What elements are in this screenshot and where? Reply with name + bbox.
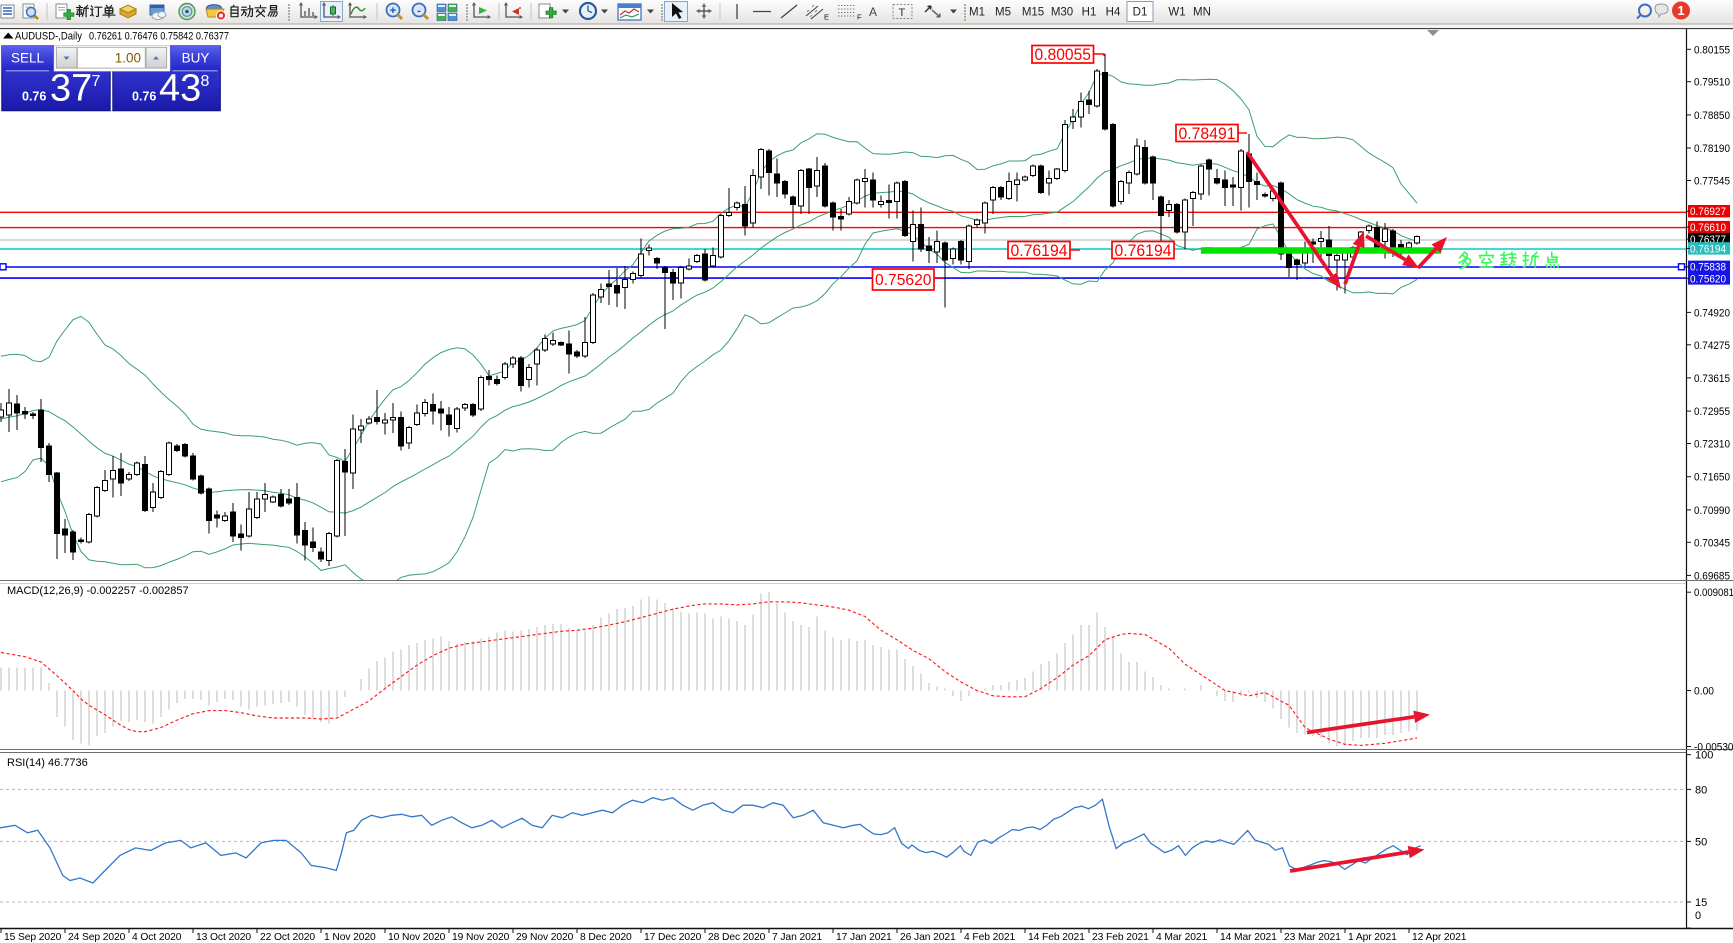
svg-text:H1: H1 (1082, 7, 1097, 19)
svg-text:0.73615: 0.73615 (1694, 373, 1730, 385)
svg-text:100: 100 (1695, 750, 1713, 762)
svg-text:8 Dec 2020: 8 Dec 2020 (580, 932, 632, 943)
svg-text:H4: H4 (1106, 7, 1121, 19)
svg-text:17 Dec 2020: 17 Dec 2020 (644, 932, 702, 943)
svg-text:1 Nov 2020: 1 Nov 2020 (324, 932, 376, 943)
svg-text:0.70990: 0.70990 (1694, 505, 1730, 517)
svg-text:M1: M1 (969, 7, 985, 19)
svg-text:0.00: 0.00 (1694, 686, 1714, 698)
svg-text:4 Mar 2021: 4 Mar 2021 (1156, 932, 1207, 943)
svg-text:13 Oct 2020: 13 Oct 2020 (196, 932, 251, 943)
svg-text:8: 8 (201, 73, 210, 90)
svg-text:1 Apr 2021: 1 Apr 2021 (1348, 932, 1397, 943)
svg-text:0.80055: 0.80055 (1035, 46, 1092, 64)
svg-text:0: 0 (1695, 910, 1701, 922)
svg-text:14 Feb 2021: 14 Feb 2021 (1028, 932, 1085, 943)
svg-text:0.009081: 0.009081 (1694, 587, 1733, 599)
svg-text:M5: M5 (995, 7, 1011, 19)
svg-text:0.80155: 0.80155 (1694, 44, 1730, 56)
svg-text:15 Sep 2020: 15 Sep 2020 (4, 932, 62, 943)
svg-text:0.76194: 0.76194 (1690, 243, 1726, 255)
svg-text:23 Mar 2021: 23 Mar 2021 (1284, 932, 1341, 943)
svg-text:0.77545: 0.77545 (1694, 176, 1730, 188)
svg-text:37: 37 (50, 68, 92, 110)
svg-text:E: E (824, 13, 829, 22)
svg-text:26 Jan 2021: 26 Jan 2021 (900, 932, 956, 943)
svg-text:19 Nov 2020: 19 Nov 2020 (452, 932, 510, 943)
svg-text:0.76: 0.76 (132, 90, 156, 104)
svg-text:A: A (869, 5, 877, 19)
svg-text:43: 43 (159, 68, 201, 110)
svg-text:23 Feb 2021: 23 Feb 2021 (1092, 932, 1149, 943)
svg-text:0.76927: 0.76927 (1690, 206, 1726, 218)
svg-text:28 Dec 2020: 28 Dec 2020 (708, 932, 766, 943)
svg-text:7 Jan 2021: 7 Jan 2021 (772, 932, 822, 943)
svg-text:0.70345: 0.70345 (1694, 537, 1730, 549)
svg-text:0.78190: 0.78190 (1694, 143, 1730, 155)
svg-text:RSI(14) 46.7736: RSI(14) 46.7736 (7, 757, 88, 769)
svg-text:AUDUSD-,Daily: AUDUSD-,Daily (15, 31, 82, 43)
svg-text:D1: D1 (1133, 7, 1148, 19)
svg-text:14 Mar 2021: 14 Mar 2021 (1220, 932, 1277, 943)
svg-text:M30: M30 (1051, 7, 1073, 19)
svg-text:0.74920: 0.74920 (1694, 307, 1730, 319)
svg-text:0.76: 0.76 (22, 90, 46, 104)
svg-text:MACD(12,26,9) -0.002257 -0.002: MACD(12,26,9) -0.002257 -0.002857 (7, 585, 189, 597)
svg-text:22 Oct 2020: 22 Oct 2020 (260, 932, 315, 943)
svg-text:10 Nov 2020: 10 Nov 2020 (388, 932, 446, 943)
svg-text:0.78850: 0.78850 (1694, 110, 1730, 122)
svg-text:0.76610: 0.76610 (1690, 222, 1726, 234)
svg-text:0.75620: 0.75620 (1690, 273, 1726, 285)
svg-text:SELL: SELL (11, 51, 45, 66)
svg-text:-0.005306: -0.005306 (1694, 742, 1733, 754)
svg-text:80: 80 (1695, 784, 1707, 796)
svg-text:0.75838: 0.75838 (1690, 262, 1726, 274)
svg-text:0.72310: 0.72310 (1694, 439, 1730, 451)
svg-text:15: 15 (1695, 897, 1707, 909)
svg-text:1: 1 (1677, 3, 1684, 18)
svg-text:MN: MN (1193, 7, 1211, 19)
svg-text:+: + (390, 5, 396, 17)
svg-text:0.76194: 0.76194 (1011, 242, 1068, 260)
svg-text:0.69685: 0.69685 (1694, 570, 1730, 582)
svg-text:0.71650: 0.71650 (1694, 472, 1730, 484)
svg-text:0.76194: 0.76194 (1115, 242, 1172, 260)
svg-text:0.78491: 0.78491 (1179, 125, 1236, 143)
svg-text:0.76261 0.76476 0.75842 0.7637: 0.76261 0.76476 0.75842 0.76377 (89, 31, 229, 43)
svg-text:4 Feb 2021: 4 Feb 2021 (964, 932, 1015, 943)
svg-text:M15: M15 (1022, 7, 1044, 19)
svg-text:12 Apr 2021: 12 Apr 2021 (1412, 932, 1467, 943)
svg-text:24 Sep 2020: 24 Sep 2020 (68, 932, 126, 943)
svg-text:0.79510: 0.79510 (1694, 77, 1730, 89)
svg-text:T: T (899, 7, 906, 19)
svg-text:1.00: 1.00 (115, 51, 141, 66)
svg-text:BUY: BUY (182, 51, 210, 66)
svg-text:17 Jan 2021: 17 Jan 2021 (836, 932, 892, 943)
svg-text:0.74275: 0.74275 (1694, 340, 1730, 352)
svg-text:W1: W1 (1168, 7, 1185, 19)
svg-text:29 Nov 2020: 29 Nov 2020 (516, 932, 574, 943)
svg-text:7: 7 (92, 73, 101, 90)
svg-text:F: F (857, 13, 862, 22)
svg-text:50: 50 (1695, 836, 1707, 848)
svg-text:0.72955: 0.72955 (1694, 406, 1730, 418)
svg-text:-: - (417, 5, 421, 17)
svg-text:4 Oct 2020: 4 Oct 2020 (132, 932, 182, 943)
svg-text:0.75620: 0.75620 (875, 272, 932, 289)
